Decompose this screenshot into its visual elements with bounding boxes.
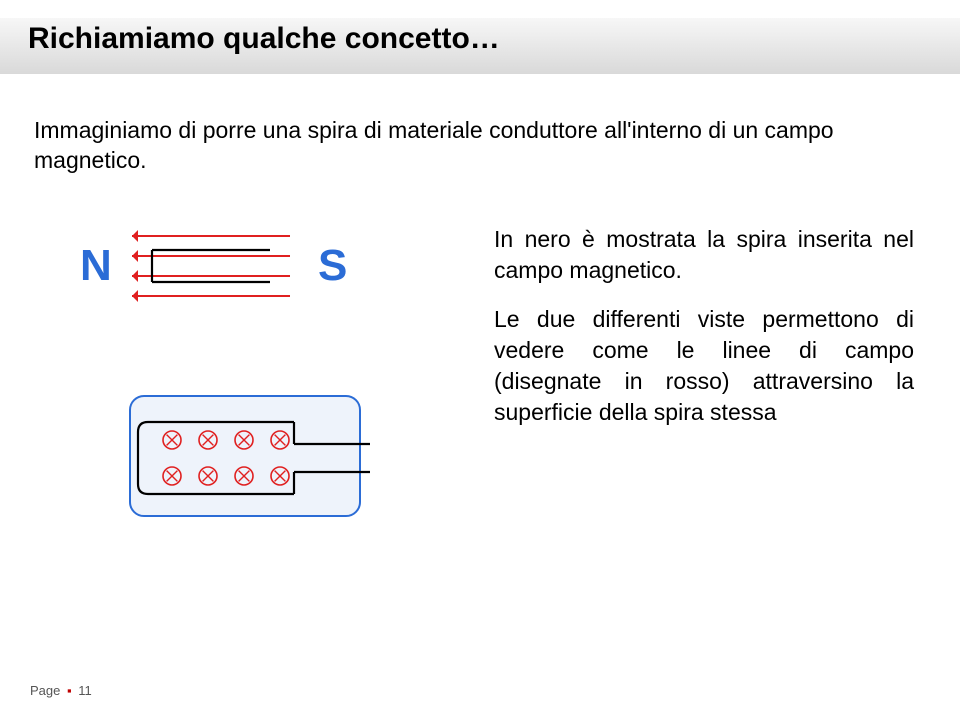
page-footer: Page ▪ 11 xyxy=(30,683,92,698)
svg-text:S: S xyxy=(318,241,347,290)
intro-text: Immaginiamo di porre una spira di materi… xyxy=(34,116,914,176)
paragraph-2: Le due differenti viste permettono di ve… xyxy=(494,304,914,428)
page-title: Richiamiamo qualche concetto… xyxy=(28,22,500,56)
footer-bullet-icon: ▪ xyxy=(67,683,72,698)
footer-page-number: 11 xyxy=(78,683,92,698)
slide: Richiamiamo qualche concetto… Immaginiam… xyxy=(0,0,960,720)
paragraph-1: In nero è mostrata la spira inserita nel… xyxy=(494,224,914,286)
body-text: In nero è mostrata la spira inserita nel… xyxy=(494,224,914,446)
diagram-figure: NS xyxy=(60,216,420,546)
magnet-diagram-svg: NS xyxy=(60,216,420,546)
svg-text:N: N xyxy=(80,241,112,290)
footer-page-label: Page xyxy=(30,683,60,698)
